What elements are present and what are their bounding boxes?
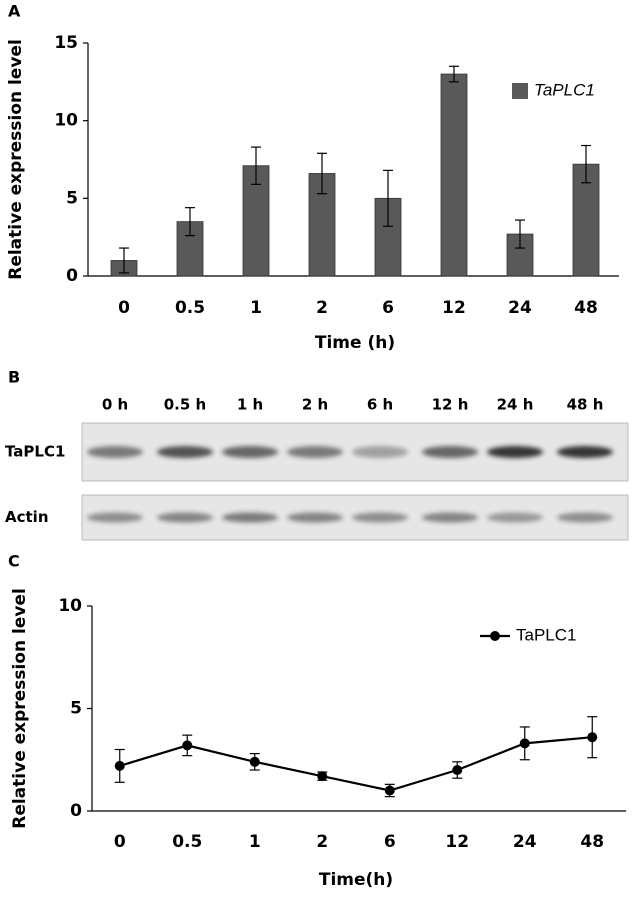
y-tick-label: 5 xyxy=(70,699,82,719)
lane-label: 48 h xyxy=(567,396,604,414)
x-tick-label: 2 xyxy=(316,298,328,318)
x-tick-label: 0 xyxy=(114,832,126,852)
y-tick-label: 15 xyxy=(54,33,78,53)
y-tick-label: 5 xyxy=(66,188,78,208)
error-bar xyxy=(317,152,327,195)
panel-label: C xyxy=(8,552,20,571)
y-tick-label: 0 xyxy=(70,801,82,821)
x-tick-label: 0.5 xyxy=(172,832,202,852)
legend-label: TaPLC1 xyxy=(534,80,595,99)
error-bar xyxy=(449,65,459,83)
x-tick-label: 24 xyxy=(513,832,537,852)
x-tick-label: 48 xyxy=(574,298,598,318)
lane-label: 6 h xyxy=(367,396,393,414)
x-tick-label: 12 xyxy=(445,832,469,852)
y-axis-label: Relative expression level xyxy=(6,39,26,280)
point xyxy=(114,760,125,771)
x-tick-label: 6 xyxy=(384,832,396,852)
row-label: TaPLC1 xyxy=(5,443,65,461)
x-tick-label: 6 xyxy=(382,298,394,318)
point xyxy=(587,732,598,743)
point xyxy=(519,738,530,749)
blot-band xyxy=(487,512,543,523)
error-bar xyxy=(383,169,393,227)
legend-label: TaPLC1 xyxy=(516,625,576,644)
blot-band xyxy=(422,512,478,523)
x-axis-label: Time(h) xyxy=(319,870,393,890)
lane-label: 1 h xyxy=(237,396,263,414)
blot-band xyxy=(352,512,408,523)
blot-band xyxy=(487,446,543,458)
lane-label: 0 h xyxy=(102,396,128,414)
point xyxy=(182,740,193,751)
lane-label: 12 h xyxy=(432,396,469,414)
lane-label: 0.5 h xyxy=(164,396,206,414)
point xyxy=(452,765,463,775)
error-bar xyxy=(515,219,525,249)
error-bar xyxy=(185,207,195,237)
point xyxy=(384,785,395,796)
row-label: Actin xyxy=(5,508,49,526)
blot-band xyxy=(157,446,213,458)
blot-band xyxy=(422,446,478,458)
lane-label: 2 h xyxy=(302,396,328,414)
blot-band xyxy=(557,512,613,523)
blot-band xyxy=(222,512,278,523)
error-bar xyxy=(251,146,261,185)
line xyxy=(119,736,593,792)
x-tick-label: 12 xyxy=(442,298,466,318)
lane-label: 24 h xyxy=(497,396,534,414)
y-tick-label: 0 xyxy=(66,266,78,286)
y-tick-label: 10 xyxy=(54,111,78,131)
blot-band xyxy=(287,512,343,523)
point xyxy=(317,771,328,782)
x-tick-label: 0.5 xyxy=(175,298,205,318)
x-tick-label: 1 xyxy=(249,832,261,852)
blot-band xyxy=(557,446,613,458)
legend-marker xyxy=(490,631,500,641)
x-tick-label: 2 xyxy=(316,832,328,852)
bar xyxy=(440,73,468,277)
error-bar xyxy=(581,144,591,184)
blot-band xyxy=(157,512,213,523)
x-tick-label: 48 xyxy=(580,832,604,852)
point xyxy=(249,756,260,767)
panel-label: A xyxy=(8,2,21,21)
y-tick-label: 10 xyxy=(58,596,82,616)
blot-band xyxy=(287,446,343,458)
blot-band xyxy=(87,512,143,523)
y-axis-label: Relative expression level xyxy=(10,588,30,829)
blot-band xyxy=(222,446,278,458)
error-bar xyxy=(119,247,129,274)
x-tick-label: 24 xyxy=(508,298,532,318)
blot-band xyxy=(352,446,408,458)
legend-swatch xyxy=(512,83,528,99)
panel-label: B xyxy=(8,368,20,387)
x-tick-label: 1 xyxy=(250,298,262,318)
x-axis-label: Time (h) xyxy=(315,333,395,353)
x-tick-label: 0 xyxy=(118,298,130,318)
blot-band xyxy=(87,446,143,458)
